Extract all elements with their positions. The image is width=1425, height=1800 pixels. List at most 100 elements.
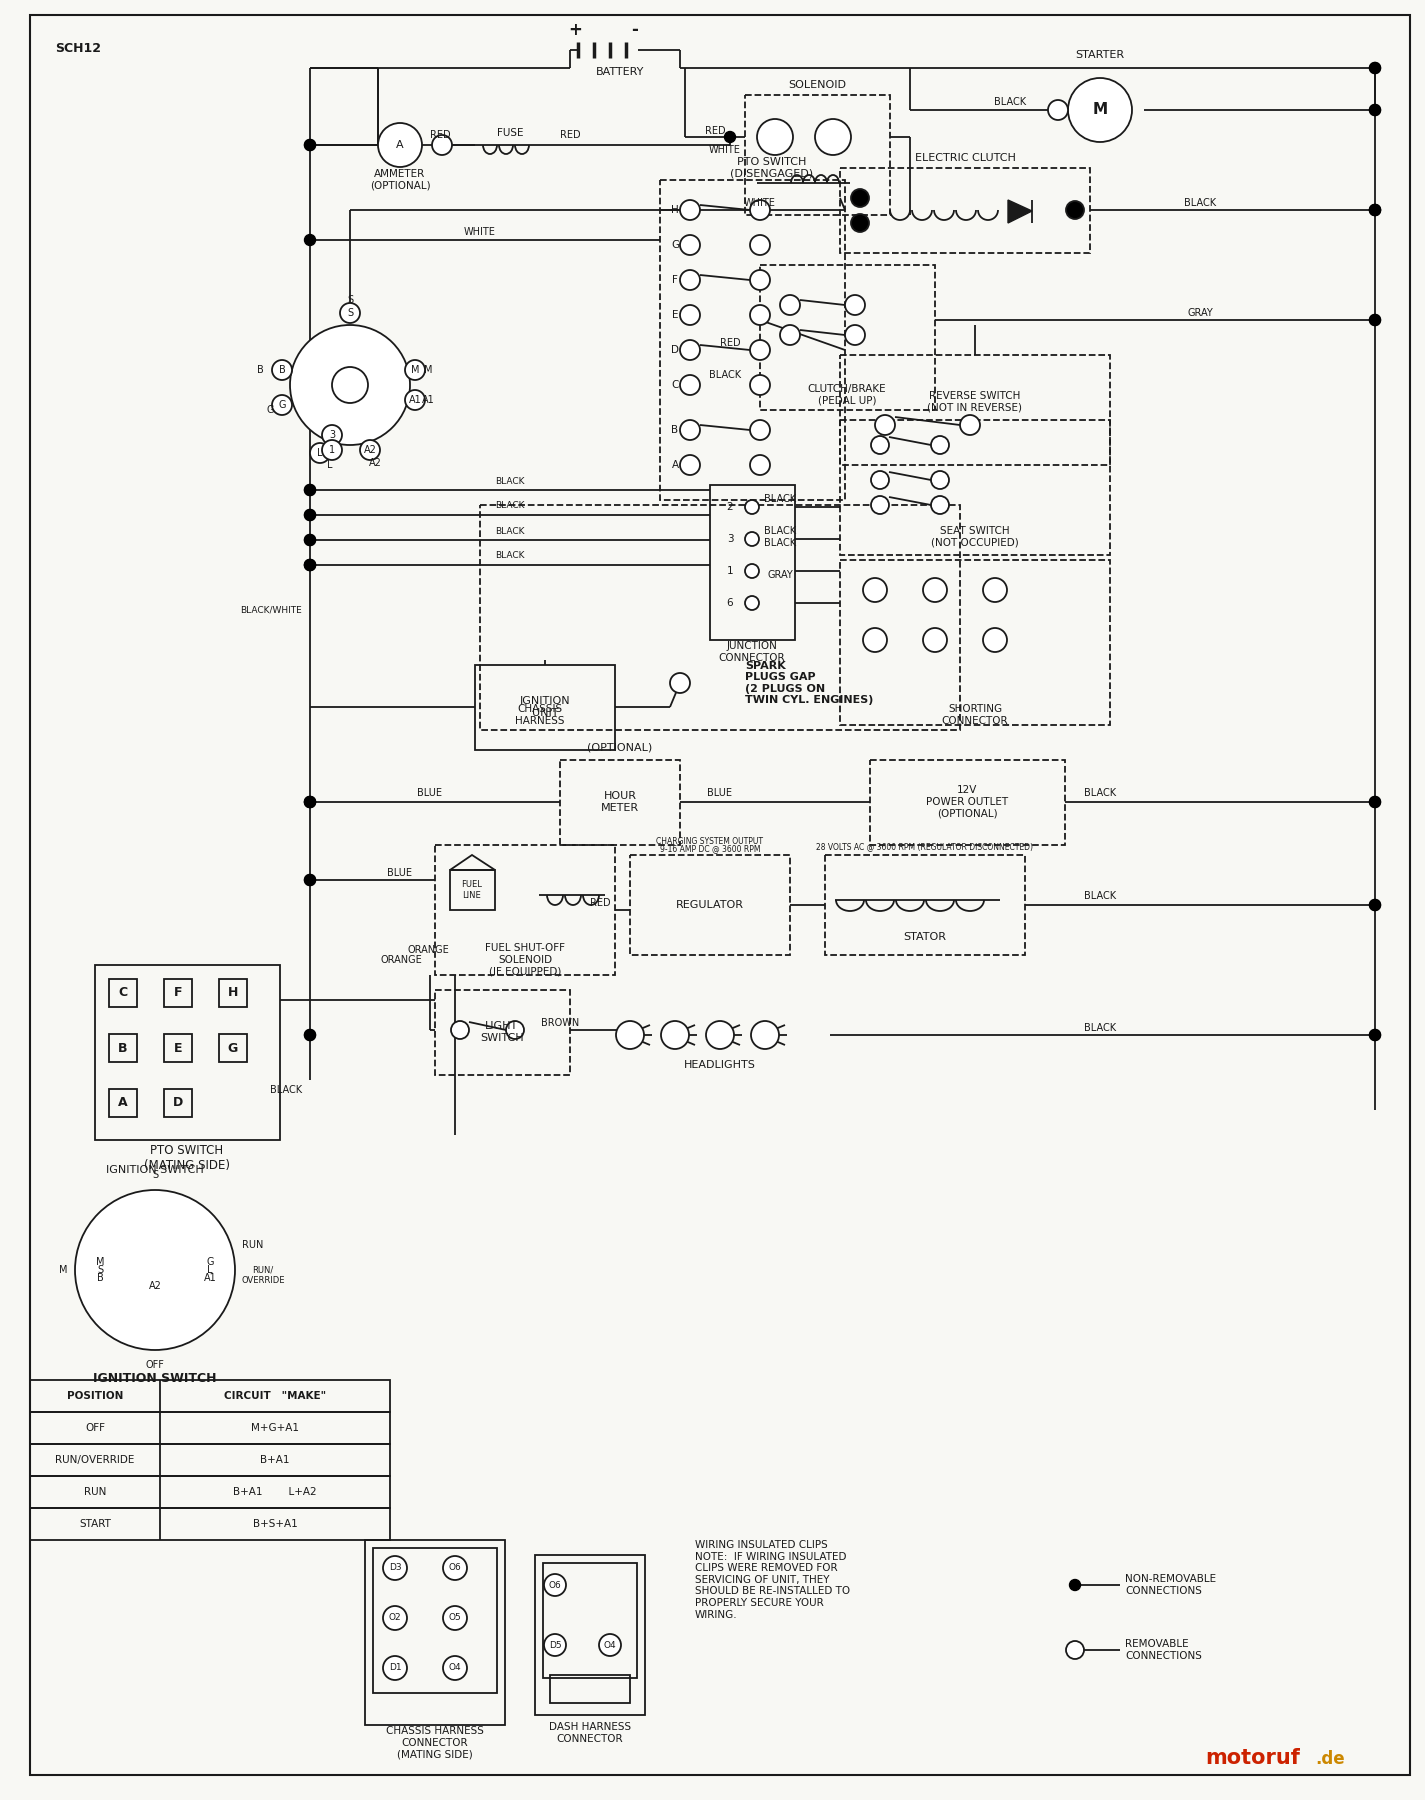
Circle shape bbox=[405, 391, 425, 410]
Circle shape bbox=[311, 443, 331, 463]
Text: CIRCUIT   "MAKE": CIRCUIT "MAKE" bbox=[224, 1391, 326, 1400]
Text: HOUR
METER: HOUR METER bbox=[601, 792, 638, 814]
Bar bbox=[108, 979, 137, 1006]
Text: BLUE: BLUE bbox=[707, 788, 732, 797]
Circle shape bbox=[378, 122, 422, 167]
Bar bbox=[480, 506, 960, 731]
Bar bbox=[373, 1548, 497, 1694]
Text: FUSE: FUSE bbox=[497, 128, 523, 139]
Text: BLACK: BLACK bbox=[1184, 198, 1216, 209]
Text: G: G bbox=[671, 239, 680, 250]
Text: O5: O5 bbox=[449, 1613, 462, 1622]
Text: A2: A2 bbox=[148, 1282, 161, 1291]
Text: WHITE: WHITE bbox=[710, 146, 741, 155]
Text: D3: D3 bbox=[389, 1564, 402, 1573]
Text: ORANGE: ORANGE bbox=[408, 945, 449, 956]
Text: O2: O2 bbox=[389, 1613, 402, 1622]
Bar bbox=[839, 355, 1110, 464]
Text: L: L bbox=[318, 448, 322, 457]
Circle shape bbox=[871, 472, 889, 490]
Circle shape bbox=[598, 1634, 621, 1656]
Circle shape bbox=[305, 509, 315, 520]
Bar bbox=[107, 1274, 142, 1282]
Text: G: G bbox=[228, 1042, 238, 1055]
Text: GRAY: GRAY bbox=[1187, 308, 1213, 319]
Text: RED: RED bbox=[720, 338, 741, 347]
Text: DASH HARNESS
CONNECTOR: DASH HARNESS CONNECTOR bbox=[549, 1723, 631, 1744]
Circle shape bbox=[383, 1656, 408, 1679]
Bar bbox=[164, 1089, 192, 1118]
Circle shape bbox=[383, 1606, 408, 1631]
Text: JUNCTION
CONNECTOR: JUNCTION CONNECTOR bbox=[718, 641, 785, 662]
Bar bbox=[30, 1411, 390, 1444]
Text: S: S bbox=[346, 295, 353, 304]
Circle shape bbox=[305, 484, 315, 495]
Circle shape bbox=[983, 628, 1007, 652]
Text: B: B bbox=[256, 365, 264, 374]
Text: BLACK: BLACK bbox=[764, 538, 797, 547]
Bar bbox=[137, 1282, 172, 1291]
Text: M: M bbox=[423, 365, 432, 374]
Circle shape bbox=[305, 140, 315, 151]
Text: E: E bbox=[174, 1042, 182, 1055]
Text: BROWN: BROWN bbox=[542, 1019, 579, 1028]
Circle shape bbox=[1369, 315, 1381, 326]
Circle shape bbox=[960, 416, 980, 436]
Circle shape bbox=[506, 1021, 524, 1039]
Circle shape bbox=[745, 500, 760, 515]
Bar bbox=[110, 1246, 200, 1294]
Circle shape bbox=[680, 200, 700, 220]
Text: STARTER: STARTER bbox=[1076, 50, 1124, 59]
Circle shape bbox=[680, 270, 700, 290]
Bar bbox=[167, 1258, 202, 1265]
Text: AMMETER
(OPTIONAL): AMMETER (OPTIONAL) bbox=[369, 169, 430, 191]
Circle shape bbox=[305, 140, 315, 151]
Text: ELECTRIC CLUTCH: ELECTRIC CLUTCH bbox=[915, 153, 1016, 164]
Circle shape bbox=[1369, 104, 1381, 115]
Text: A: A bbox=[671, 461, 678, 470]
Circle shape bbox=[291, 326, 410, 445]
Circle shape bbox=[322, 425, 342, 445]
Circle shape bbox=[305, 1030, 315, 1040]
Text: POSITION: POSITION bbox=[67, 1391, 123, 1400]
Text: O4: O4 bbox=[604, 1640, 616, 1649]
Circle shape bbox=[851, 214, 869, 232]
Text: WIRING INSULATED CLIPS
NOTE:  IF WIRING INSULATED
CLIPS WERE REMOVED FOR
SERVICI: WIRING INSULATED CLIPS NOTE: IF WIRING I… bbox=[695, 1541, 851, 1620]
Circle shape bbox=[750, 374, 770, 394]
Text: D: D bbox=[172, 1096, 184, 1109]
Text: +: + bbox=[569, 22, 581, 40]
Circle shape bbox=[76, 1190, 235, 1350]
Text: BLACK: BLACK bbox=[764, 526, 797, 536]
Circle shape bbox=[750, 340, 770, 360]
Circle shape bbox=[305, 875, 315, 886]
Text: HEADLIGHTS: HEADLIGHTS bbox=[684, 1060, 755, 1069]
Text: OFF: OFF bbox=[86, 1424, 105, 1433]
Circle shape bbox=[361, 439, 380, 461]
Text: BLACK: BLACK bbox=[496, 526, 524, 536]
Text: REMOVABLE
CONNECTIONS: REMOVABLE CONNECTIONS bbox=[1124, 1640, 1201, 1661]
Circle shape bbox=[305, 560, 315, 571]
Bar bbox=[95, 965, 279, 1139]
Text: SPARK
PLUGS GAP
(2 PLUGS ON
TWIN CYL. ENGINES): SPARK PLUGS GAP (2 PLUGS ON TWIN CYL. EN… bbox=[745, 661, 874, 706]
Circle shape bbox=[1369, 315, 1381, 326]
Text: RED: RED bbox=[430, 130, 450, 140]
Text: M: M bbox=[58, 1265, 67, 1274]
Circle shape bbox=[750, 455, 770, 475]
Text: 12V
POWER OUTLET
(OPTIONAL): 12V POWER OUTLET (OPTIONAL) bbox=[926, 785, 1007, 819]
Text: RUN/
OVERRIDE: RUN/ OVERRIDE bbox=[241, 1265, 285, 1285]
Text: C: C bbox=[118, 986, 128, 999]
Circle shape bbox=[750, 200, 770, 220]
Bar bbox=[219, 1033, 247, 1062]
Circle shape bbox=[1369, 1030, 1381, 1040]
Circle shape bbox=[1369, 900, 1381, 911]
Circle shape bbox=[305, 535, 315, 545]
Text: OFF: OFF bbox=[145, 1361, 164, 1370]
Text: H: H bbox=[228, 986, 238, 999]
Circle shape bbox=[1369, 205, 1381, 216]
Circle shape bbox=[851, 189, 869, 207]
Text: PTO SWITCH
(MATING SIDE): PTO SWITCH (MATING SIDE) bbox=[144, 1145, 229, 1172]
Circle shape bbox=[1369, 205, 1381, 216]
Bar bbox=[534, 1555, 646, 1715]
Text: REGULATOR: REGULATOR bbox=[675, 900, 744, 911]
Text: L: L bbox=[328, 461, 333, 470]
